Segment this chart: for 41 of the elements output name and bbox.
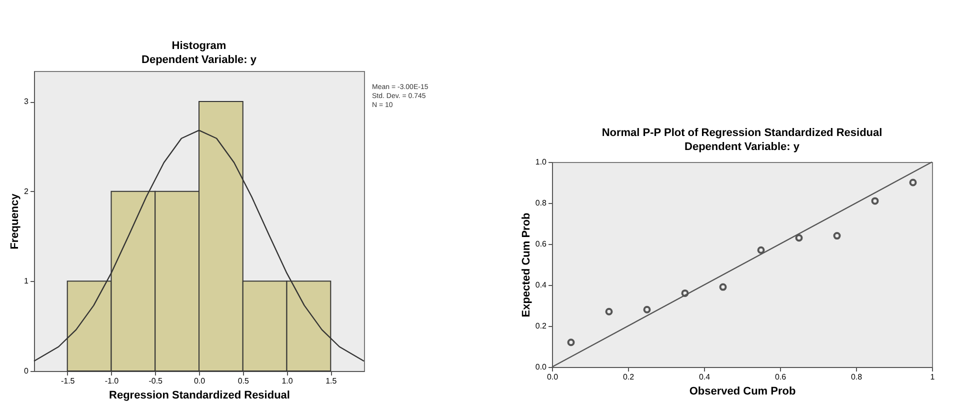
chart-title: Normal P-P Plot of Regression Standardized Residual xyxy=(602,127,882,139)
y-tick-label: 0.2 xyxy=(535,322,548,330)
y-tick-label: 0.4 xyxy=(535,280,548,290)
x-tick-label: -0.5 xyxy=(148,376,164,386)
x-tick-label: 0.6 xyxy=(774,372,787,382)
x-tick-label: -1.0 xyxy=(104,376,120,386)
x-tick-label: 1 xyxy=(930,372,936,382)
x-axis-title: Observed Cum Prob xyxy=(689,386,796,398)
x-tick-label: 0.5 xyxy=(238,376,250,386)
y-tick-label: 0.0 xyxy=(535,362,548,372)
chart-title: Histogram xyxy=(172,40,226,52)
point xyxy=(757,246,765,254)
y-tick-label: 2 xyxy=(24,186,30,196)
chart-subtitle: Dependent Variable: y xyxy=(142,54,258,66)
y-tick-label: 3 xyxy=(24,97,30,106)
point xyxy=(681,289,689,297)
x-tick-label: 0.2 xyxy=(622,372,635,382)
y-tick-label: 0 xyxy=(24,366,30,376)
y-tick-label: 1 xyxy=(24,276,30,286)
point xyxy=(833,232,841,240)
point xyxy=(567,338,575,346)
x-tick-label: 1.5 xyxy=(326,376,338,386)
chart-subtitle: Dependent Variable: y xyxy=(684,141,800,153)
point xyxy=(871,197,879,205)
y-tick-label: 0.6 xyxy=(535,240,548,248)
x-tick-label: 0.4 xyxy=(698,372,711,382)
x-tick-label: 0.0 xyxy=(546,372,559,382)
x-tick-label: 0.8 xyxy=(850,372,863,382)
point xyxy=(605,308,613,316)
point xyxy=(909,178,917,186)
x-tick-label: 0.0 xyxy=(194,376,206,386)
y-tick-label: 0.8 xyxy=(535,198,548,208)
x-tick-label: 1.0 xyxy=(282,376,294,386)
point xyxy=(719,283,727,291)
point xyxy=(643,306,651,314)
x-tick-label: -1.5 xyxy=(60,376,76,386)
point xyxy=(795,234,803,242)
y-tick-label: 1.0 xyxy=(535,158,548,166)
x-axis-title: Regression Standardized Residual xyxy=(109,390,290,402)
y-axis-title: Expected Cum Prob xyxy=(520,212,532,318)
y-axis-title: Frequency xyxy=(9,192,22,250)
